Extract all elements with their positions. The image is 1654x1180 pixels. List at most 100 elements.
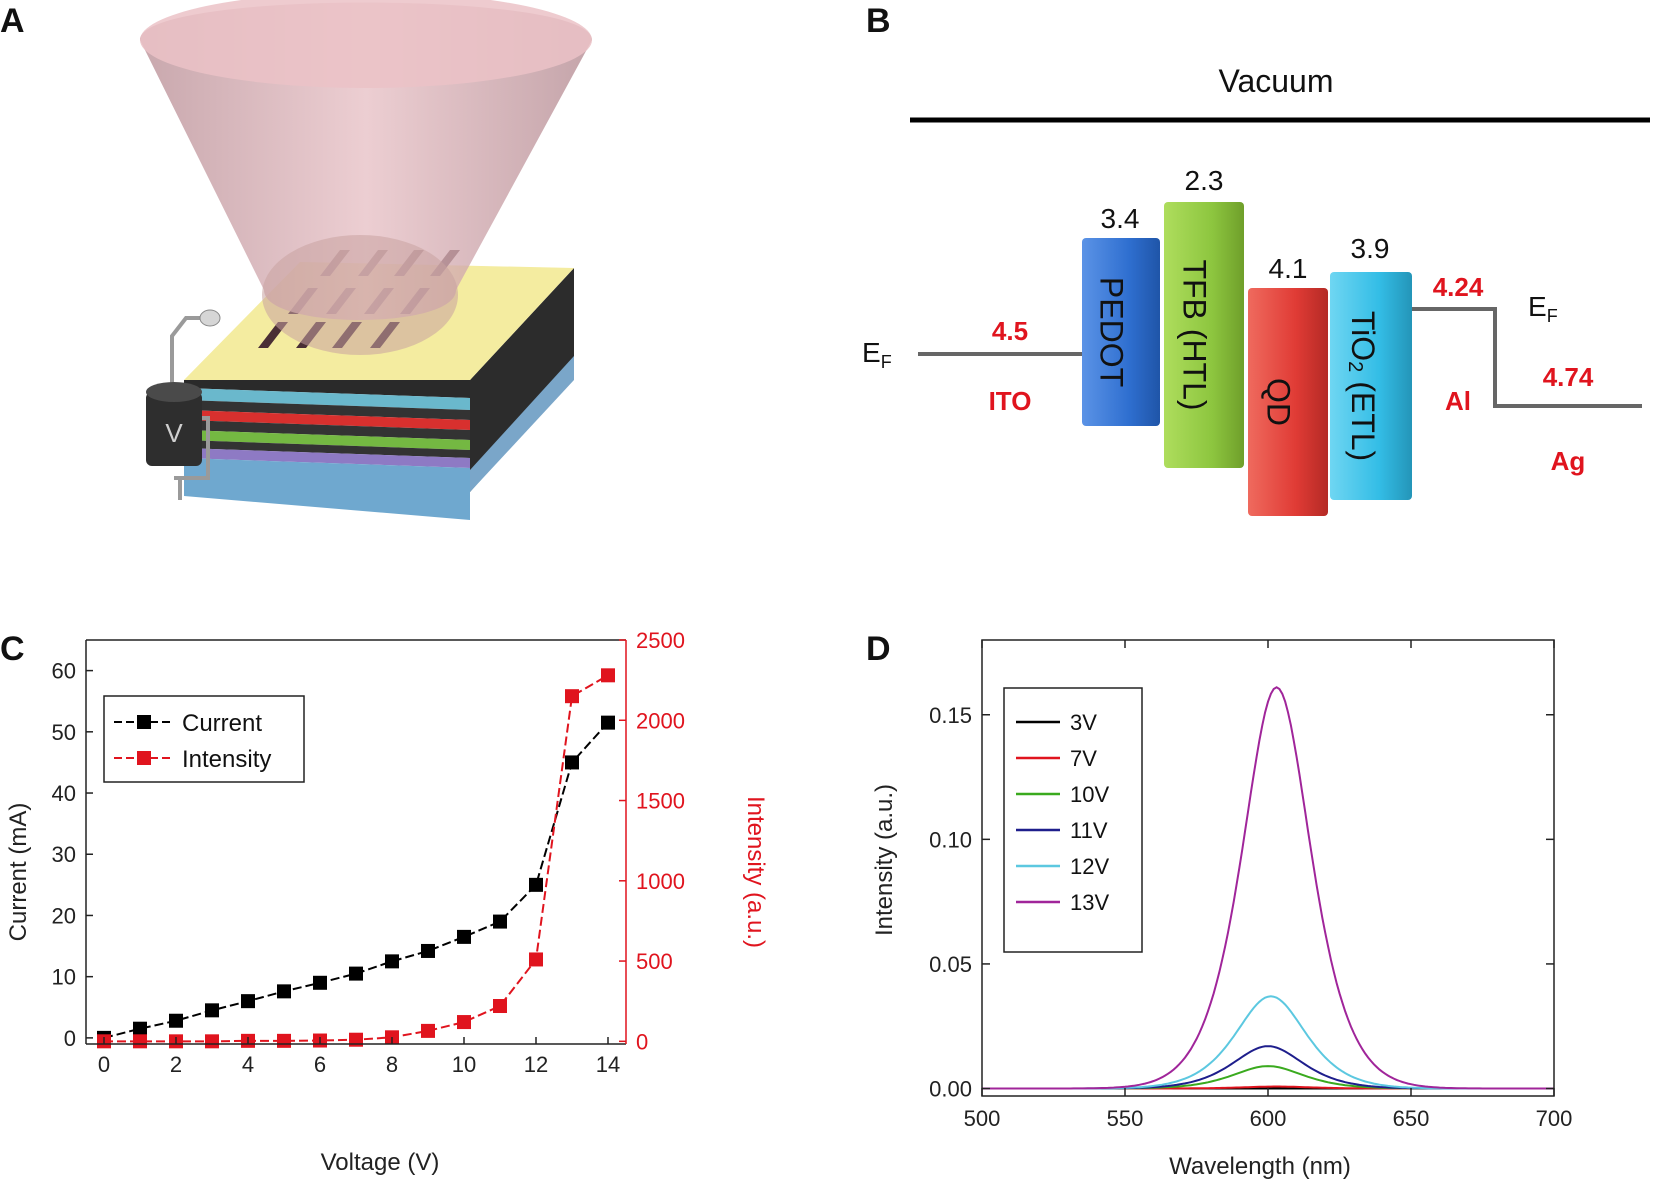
band-tfb: TFB (HTL) bbox=[1164, 202, 1244, 468]
c-x-tick-label: 0 bbox=[98, 1052, 110, 1077]
panel-label-c: C bbox=[0, 630, 25, 668]
ito-value: 4.5 bbox=[992, 316, 1028, 346]
c-point-current bbox=[385, 954, 399, 969]
c-point-intensity bbox=[493, 999, 507, 1014]
c-point-current bbox=[313, 975, 327, 990]
legend-current-label: Current bbox=[182, 710, 262, 737]
d-legend-label: 3V bbox=[1070, 710, 1097, 735]
c-y-tick-label: 50 bbox=[52, 720, 76, 745]
c-y-tick-label: 20 bbox=[52, 903, 76, 928]
pedot-value: 3.4 bbox=[1101, 203, 1140, 234]
c-point-current bbox=[205, 1003, 219, 1018]
chart-c: 0 2 4 6 8 10 12 14 0 10 20 30 40 50 60 0 500 1000 1500 2000… bbox=[5, 628, 769, 1176]
d-x-tick-label: 700 bbox=[1536, 1106, 1573, 1131]
c-point-current bbox=[133, 1021, 147, 1036]
energy-diagram: Vacuum EF EF PEDOT TFB (HTL) QD TiO2 (ET… bbox=[862, 63, 1650, 516]
c-point-intensity bbox=[421, 1023, 435, 1038]
c-x-tick-label: 8 bbox=[386, 1052, 398, 1077]
ito-label: ITO bbox=[989, 386, 1032, 416]
c-point-current bbox=[601, 715, 615, 730]
device-illustration: V bbox=[140, 0, 592, 520]
d-x-tick-label: 500 bbox=[964, 1106, 1001, 1131]
d-y-axis-label: Intensity (a.u.) bbox=[871, 784, 898, 936]
panel-label-b: B bbox=[866, 2, 891, 40]
c-y-tick-label: 30 bbox=[52, 842, 76, 867]
chart-d: 500 550 600 650 700 0.00 0.05 0.10 0.15 Waveleng… bbox=[871, 639, 1573, 1180]
c-y2-tick-label: 0 bbox=[636, 1029, 648, 1054]
d-x-tick-label: 650 bbox=[1393, 1106, 1430, 1131]
d-series-line-12v bbox=[982, 995, 1554, 1090]
c-point-intensity bbox=[601, 668, 615, 683]
c-y2-tick-label: 500 bbox=[636, 949, 673, 974]
c-point-intensity bbox=[565, 689, 579, 704]
band-qd: QD bbox=[1248, 288, 1328, 516]
tfb-label: TFB (HTL) bbox=[1177, 259, 1213, 410]
c-y-tick-label: 60 bbox=[52, 659, 76, 684]
d-y-tick-label: 0.05 bbox=[929, 952, 972, 977]
d-legend-label: 12V bbox=[1070, 854, 1109, 879]
c-point-current bbox=[457, 929, 471, 944]
panel-label-a: A bbox=[0, 2, 25, 40]
qd-value: 4.1 bbox=[1269, 253, 1308, 284]
layer-red bbox=[184, 410, 470, 430]
c-y2-tick-label: 1500 bbox=[636, 789, 685, 814]
legend-current-marker bbox=[137, 715, 151, 729]
emission-cone bbox=[140, 2, 592, 320]
electrode-values: 4.5 ITO 4.24 Al 4.74 Ag bbox=[989, 272, 1594, 476]
al-label: Al bbox=[1445, 386, 1471, 416]
legend-intensity-label: Intensity bbox=[182, 746, 271, 773]
qd-label: QD bbox=[1261, 378, 1297, 426]
tfb-value: 2.3 bbox=[1185, 165, 1224, 196]
c-x-tick-label: 12 bbox=[524, 1052, 548, 1077]
tio2-value: 3.9 bbox=[1351, 233, 1390, 264]
c-point-intensity bbox=[277, 1033, 291, 1048]
d-series-line-13v bbox=[982, 686, 1554, 1090]
c-point-intensity bbox=[205, 1034, 219, 1049]
c-x-tick-label: 10 bbox=[452, 1052, 476, 1077]
device-side-face bbox=[470, 268, 574, 492]
c-point-current bbox=[241, 994, 255, 1009]
c-y2-tick-label: 1000 bbox=[636, 869, 685, 894]
layer-black-top bbox=[184, 380, 470, 398]
c-point-current bbox=[277, 984, 291, 999]
wire-top bbox=[170, 316, 210, 410]
layer-purple bbox=[184, 448, 470, 468]
ef-right-label: EF bbox=[1528, 291, 1558, 326]
c-y2-tick-label: 2500 bbox=[636, 628, 685, 653]
voltmeter-label: V bbox=[165, 418, 183, 448]
band-tio2: TiO2 (ETL) bbox=[1330, 272, 1412, 500]
layer-cyan bbox=[184, 388, 470, 410]
c-point-intensity bbox=[457, 1015, 471, 1030]
c-x-tick-label: 4 bbox=[242, 1052, 254, 1077]
d-legend-label: 11V bbox=[1070, 818, 1108, 843]
d-x-tick-label: 600 bbox=[1250, 1106, 1287, 1131]
c-x-tick-label: 6 bbox=[314, 1052, 326, 1077]
c-point-current bbox=[529, 877, 543, 892]
d-legend-label: 13V bbox=[1070, 890, 1109, 915]
c-x-tick-label: 14 bbox=[596, 1052, 620, 1077]
c-y2-axis-label: Intensity (a.u.) bbox=[742, 796, 769, 948]
d-y-tick-label: 0.00 bbox=[929, 1077, 972, 1102]
voltmeter bbox=[146, 392, 202, 466]
c-point-intensity bbox=[133, 1034, 147, 1049]
ag-value: 4.74 bbox=[1543, 362, 1594, 392]
c-y-axis-label: Current (mA) bbox=[5, 803, 32, 942]
d-series-line-10v bbox=[982, 1065, 1554, 1090]
c-point-current bbox=[493, 914, 507, 929]
c-point-intensity bbox=[349, 1032, 363, 1047]
c-point-current bbox=[421, 943, 435, 958]
legend-intensity-marker bbox=[137, 751, 151, 765]
layer-green bbox=[184, 430, 470, 450]
tio2-label: TiO2 (ETL) bbox=[1344, 311, 1381, 461]
c-point-intensity bbox=[529, 952, 543, 967]
probe-tip bbox=[199, 309, 221, 327]
c-point-current bbox=[349, 966, 363, 981]
d-legend-label: 7V bbox=[1070, 746, 1097, 771]
d-y-tick-label: 0.15 bbox=[929, 703, 972, 728]
c-x-tick-label: 2 bbox=[170, 1052, 182, 1077]
band-pedot: PEDOT bbox=[1082, 238, 1160, 426]
panel-label-d: D bbox=[866, 630, 891, 668]
c-point-current bbox=[565, 755, 579, 770]
ag-label: Ag bbox=[1551, 446, 1586, 476]
